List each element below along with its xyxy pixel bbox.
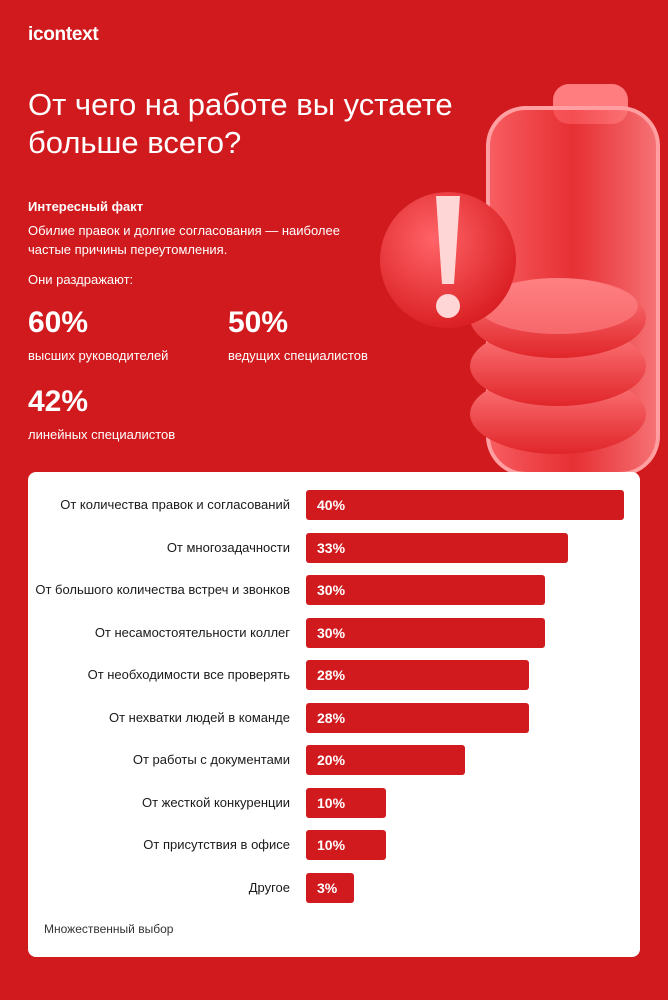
bar: 28%	[306, 702, 529, 733]
data-label: 10%	[317, 794, 346, 811]
category-label: От жесткой конкуренции	[141, 794, 290, 810]
logo: icontext	[28, 24, 99, 45]
bar: 33%	[306, 532, 569, 563]
bar: 10%	[306, 787, 386, 818]
stat-value: 60%	[28, 306, 89, 339]
category-label: От несамостоятельности коллег	[94, 624, 290, 640]
category-label: От нехватки людей в команде	[108, 709, 290, 725]
category-label: От многозадачности	[166, 539, 290, 555]
bar: 28%	[306, 660, 529, 690]
category-label: Другое	[248, 879, 290, 895]
category-label: От работы с документами	[132, 752, 290, 767]
chart-row: От жесткой конкуренции 10%	[28, 787, 640, 818]
fact-heading: Интересный факт	[28, 199, 144, 214]
stat-value: 50%	[228, 306, 289, 339]
data-label: 10%	[317, 837, 346, 853]
data-label: 3%	[317, 879, 338, 896]
bar: 30%	[306, 575, 545, 605]
data-label: 30%	[317, 582, 346, 598]
chart-row: От нехватки людей в команде 28%	[28, 702, 640, 733]
chart-row: От большого количества встреч и звонков 3…	[28, 575, 640, 605]
battery-illustration	[380, 84, 660, 474]
battery-icon	[470, 84, 660, 474]
stat-value: 42%	[28, 385, 89, 418]
category-label: От количества правок и согласований	[60, 497, 290, 512]
data-label: 20%	[317, 752, 346, 768]
chart-row: От присутствия в офисе 10%	[28, 830, 640, 860]
data-label: 40%	[317, 497, 346, 513]
chart-card: От количества правок и согласований 40% От…	[28, 472, 640, 957]
bar: 30%	[306, 617, 545, 648]
chart-row: Другое 3%	[28, 872, 640, 903]
chart-row: От многозадачности 33%	[28, 532, 640, 563]
category-label: От присутствия в офисе	[143, 837, 290, 852]
stat-label: линейных специалистов	[28, 427, 176, 442]
data-label: 28%	[317, 709, 346, 726]
stat-label: ведущих специалистов	[228, 348, 368, 363]
page-title: От чего на работе вы устаете больше всег…	[28, 87, 453, 160]
stat-top-managers: 60% высших руководителей	[28, 306, 168, 363]
bar: 10%	[306, 830, 386, 860]
chart-footnote: Множественный выбор	[44, 922, 174, 936]
data-label: 28%	[317, 667, 346, 683]
stat-line-specialists: 42% линейных специалистов	[28, 385, 175, 442]
chart-row: От несамостоятельности коллег 30%	[28, 617, 640, 648]
category-label: От большого количества встреч и звонков	[35, 582, 290, 597]
exclamation-icon	[380, 192, 516, 328]
fact-text: Обилие правок и долгие согласования — на…	[28, 223, 340, 257]
chart-row: От необходимости все проверять 28%	[28, 660, 640, 690]
data-label: 30%	[317, 624, 346, 641]
bar: 3%	[306, 872, 354, 903]
data-label: 33%	[317, 539, 346, 556]
chart-row: От количества правок и согласований 40%	[28, 490, 640, 520]
bar: 40%	[306, 490, 624, 520]
bar: 20%	[306, 745, 465, 775]
stat-label: высших руководителей	[28, 348, 169, 363]
category-label: От необходимости все проверять	[87, 667, 290, 682]
stat-lead-specialists: 50% ведущих специалистов	[228, 306, 368, 363]
irritate-label: Они раздражают:	[28, 272, 134, 287]
chart-row: От работы с документами 20%	[28, 745, 640, 775]
